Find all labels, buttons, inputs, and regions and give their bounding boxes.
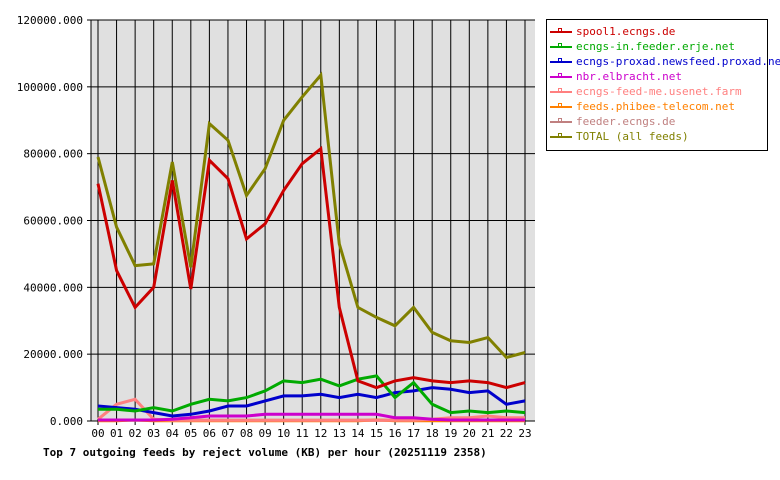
- x-tick-label: 00: [91, 427, 104, 440]
- x-tick-label: 22: [500, 427, 513, 440]
- legend-line-marker-icon: [550, 117, 572, 126]
- legend-item: ecngs-feed-me.usenet.farm: [550, 84, 767, 99]
- x-tick-label: 05: [184, 427, 197, 440]
- chart-title: Top 7 outgoing feeds by reject volume (K…: [43, 446, 487, 459]
- legend-label: ecngs-in.feeder.erje.net: [576, 40, 735, 53]
- legend-item: ecngs-in.feeder.erje.net: [550, 39, 767, 54]
- series-line-total-all-feeds-: [96, 71, 526, 360]
- x-tick-label: 16: [388, 427, 401, 440]
- legend-label: spool1.ecngs.de: [576, 25, 676, 38]
- legend-label: ecngs-proxad.newsfeed.proxad.net: [576, 55, 780, 68]
- y-tick-label: 40000.000: [23, 281, 83, 294]
- x-tick-label: 15: [370, 427, 383, 440]
- x-tick-label: 07: [221, 427, 234, 440]
- y-tick-label: 20000.000: [23, 348, 83, 361]
- x-tick-label: 02: [129, 427, 142, 440]
- grid-lines: [91, 19, 535, 422]
- x-tick-label: 17: [407, 427, 420, 440]
- x-tick-label: 03: [147, 427, 160, 440]
- x-tick-label: 06: [203, 427, 216, 440]
- x-tick-label: 01: [110, 427, 123, 440]
- legend-line-marker-icon: [550, 72, 572, 81]
- legend-item: nbr.elbracht.net: [550, 69, 767, 84]
- legend-line-marker-icon: [550, 102, 572, 111]
- x-tick-label: 09: [258, 427, 271, 440]
- series-line-nbr-elbracht-net: [98, 412, 525, 422]
- x-tick-label: 08: [240, 427, 253, 440]
- x-tick-label: 18: [426, 427, 439, 440]
- legend-line-marker-icon: [550, 87, 572, 96]
- x-tick-label: 19: [444, 427, 457, 440]
- legend-item: feeder.ecngs.de: [550, 114, 767, 129]
- legend-label: feeder.ecngs.de: [576, 115, 676, 128]
- legend-label: ecngs-feed-me.usenet.farm: [576, 85, 742, 98]
- y-tick-label: 0.000: [50, 415, 83, 428]
- legend-label: feeds.phibee-telecom.net: [576, 100, 735, 113]
- x-tick-label: 11: [296, 427, 309, 440]
- x-tick-label: 14: [351, 427, 365, 440]
- series-line-ecngs-proxad-newsfeed-proxad-net: [97, 386, 526, 418]
- x-tick-label: 23: [518, 427, 531, 440]
- legend-item: TOTAL (all feeds): [550, 129, 767, 144]
- x-axis: 00 01 02 03 04 05 06 07 08 09 10 11 12 13 14 15 16 17 18 19…: [91, 420, 535, 440]
- legend-label: nbr.elbracht.net: [576, 70, 682, 83]
- x-tick-label: 21: [481, 427, 494, 440]
- legend-item: spool1.ecngs.de: [550, 24, 767, 39]
- y-axis: 0.000 20000.000 40000.000 60000.000 80000.00…: [17, 14, 92, 428]
- legend: spool1.ecngs.de ecngs-in.feeder.erje.net e…: [546, 19, 780, 151]
- y-tick-label: 100000.000: [17, 81, 83, 94]
- x-tick-label: 13: [333, 427, 346, 440]
- legend-line-marker-icon: [550, 57, 572, 66]
- y-tick-label: 60000.000: [23, 215, 83, 228]
- series-line-ecngs-in-feeder-erje-net: [98, 374, 526, 415]
- legend-label: TOTAL (all feeds): [576, 130, 689, 143]
- y-tick-label: 80000.000: [23, 148, 83, 161]
- series-line-spool1-ecngs-de: [96, 145, 526, 390]
- legend-line-marker-icon: [550, 27, 572, 36]
- legend-line-marker-icon: [550, 132, 572, 141]
- series-lines: [96, 71, 526, 423]
- x-tick-label: 20: [463, 427, 476, 440]
- y-tick-label: 120000.000: [17, 14, 83, 27]
- x-tick-label: 12: [314, 427, 327, 440]
- legend-item: feeds.phibee-telecom.net: [550, 99, 767, 114]
- x-tick-label: 10: [277, 427, 290, 440]
- legend-item: ecngs-proxad.newsfeed.proxad.net: [550, 54, 780, 69]
- legend-line-marker-icon: [550, 42, 572, 51]
- x-tick-label: 04: [166, 427, 180, 440]
